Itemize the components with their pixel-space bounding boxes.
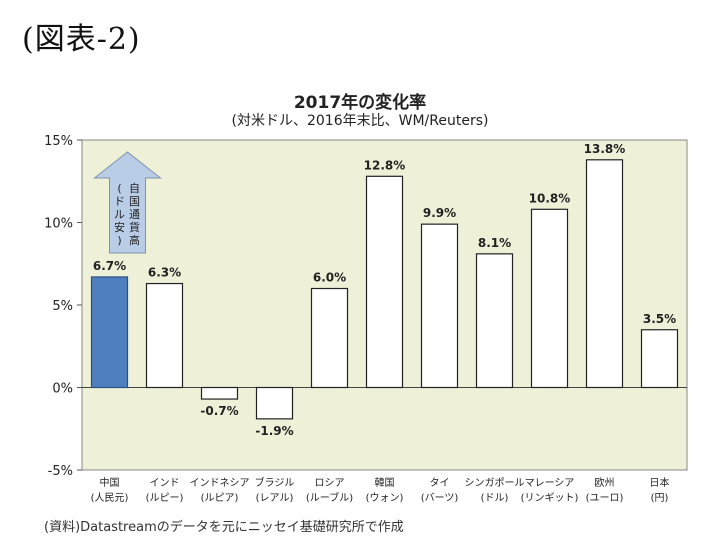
data-label: 3.5%	[643, 312, 676, 326]
annotation-char: (	[117, 182, 121, 195]
bar	[145, 282, 184, 389]
x-tick-sublabel: (円)	[651, 493, 669, 504]
x-tick-sublabel: (ユーロ)	[586, 493, 624, 504]
x-tick-label: インドネシア	[190, 477, 250, 489]
annotation-char: 高	[129, 233, 140, 247]
bar	[420, 223, 459, 389]
annotation-char: 貨	[129, 220, 140, 234]
x-tick-sublabel: (ウォン)	[366, 492, 404, 504]
bar	[310, 287, 349, 389]
bar	[475, 253, 514, 389]
x-tick-label: 韓国	[375, 477, 395, 489]
x-tick-sublabel: (ルーブル)	[306, 491, 353, 504]
bar	[585, 159, 624, 389]
annotation-char: 自	[129, 182, 140, 195]
x-tick-label: タイ	[430, 477, 450, 489]
data-label: 9.9%	[423, 206, 456, 220]
y-tick-label: 10%	[44, 217, 73, 232]
annotation-char: )	[117, 234, 121, 247]
data-label: 6.0%	[313, 271, 346, 285]
annotation-char: ド	[114, 195, 125, 208]
data-label: 10.8%	[529, 191, 571, 205]
x-tick-label: 欧州	[595, 477, 615, 489]
source-note: (資料)Datastreamのデータを元にニッセイ基礎研究所で作成	[44, 520, 404, 535]
x-tick-label: インド	[150, 478, 180, 489]
bar	[255, 386, 294, 420]
up-arrow-icon	[93, 151, 162, 254]
data-label: 12.8%	[364, 158, 406, 172]
annotation-char: 安	[114, 220, 125, 234]
bar	[640, 329, 679, 389]
bar	[200, 386, 239, 400]
chart-title: 2017年の変化率	[293, 93, 427, 113]
x-tick-label: マレーシア	[525, 478, 575, 489]
y-tick-label: 15%	[44, 134, 73, 149]
data-label: 13.8%	[584, 142, 626, 156]
annotation-char: 通	[129, 208, 140, 221]
data-label: -0.7%	[200, 404, 238, 418]
labels-layer: 6.7% 中国 (人民元) 6.3% インド (ルピー) -0.7% インドネシア (ルピア) -…	[91, 142, 677, 504]
figure-label: (図表-2)	[22, 22, 141, 57]
x-tick-label: 中国	[100, 476, 120, 489]
x-tick-sublabel: (リンギット)	[521, 492, 579, 504]
x-tick-sublabel: (ドル)	[481, 493, 509, 504]
x-tick-sublabel: (ルピー)	[146, 492, 184, 504]
y-tick-label: 0%	[52, 382, 73, 397]
x-tick-label: 日本	[650, 476, 670, 489]
bar	[90, 276, 129, 389]
bar	[365, 175, 404, 389]
bars-layer	[90, 159, 679, 420]
data-label: -1.9%	[255, 424, 293, 438]
y-tick-label: 5%	[52, 299, 73, 314]
x-tick-sublabel: (レアル)	[256, 493, 294, 504]
x-tick-label: ロシア	[315, 478, 345, 489]
y-tick-label: -5%	[48, 464, 73, 479]
x-tick-sublabel: (ルピア)	[201, 492, 239, 504]
bar	[530, 208, 569, 389]
data-label: 6.7%	[93, 259, 126, 273]
annotation-char: 国	[129, 195, 140, 208]
x-tick-sublabel: (人民元)	[91, 492, 129, 504]
x-tick-label: ブラジル	[255, 476, 295, 489]
x-tick-sublabel: (バーツ)	[421, 492, 459, 504]
x-tick-label: シンガポール	[465, 477, 525, 489]
annotation-char: ル	[114, 208, 125, 221]
data-label: 6.3%	[148, 266, 181, 280]
data-label: 8.1%	[478, 236, 511, 250]
chart-subtitle: (対米ドル、2016年末比、WM/Reuters)	[231, 113, 489, 129]
